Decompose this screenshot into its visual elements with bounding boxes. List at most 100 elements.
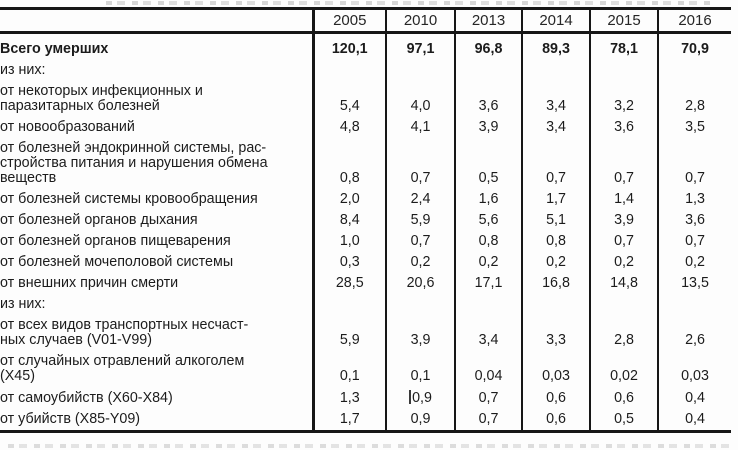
mortality-by-cause-table: 2005 2010 2013 2014 2015 2016 Всего умерших 12… xyxy=(0,7,731,433)
table-row: от самоубийств (X60-X84) 1,3 0,9 0,7 0,6 0,6 0… xyxy=(0,387,731,409)
row-label: от внешних причин смерти xyxy=(0,275,179,291)
value-cell: 1,0 xyxy=(311,231,386,252)
value-cell: 0,1 xyxy=(311,351,386,387)
row-label: от убийств (X85-Y09) xyxy=(0,409,313,433)
value-cell: 3,6 xyxy=(657,210,731,231)
value-cell: 96,8 xyxy=(454,32,522,60)
table-row: от новообразований 4,8 4,1 3,9 3,4 3,6 3,5 xyxy=(0,117,731,138)
value-cell: 1,3 xyxy=(311,387,386,409)
value-cell xyxy=(521,60,590,81)
value-cell: 0,2 xyxy=(521,252,590,273)
value-cell: 0,8 xyxy=(454,231,522,252)
value-cell: 0,7 xyxy=(589,138,658,189)
value-cell: 120,1 xyxy=(311,32,386,60)
value-cell: 0,2 xyxy=(657,252,731,273)
value-cell xyxy=(657,60,731,81)
value-cell: 14,8 xyxy=(589,273,658,294)
table-row: из них: xyxy=(0,294,731,315)
value-cell: 3,6 xyxy=(589,117,658,138)
value-cell: 0,2 xyxy=(454,252,522,273)
year-header-row: 2005 2010 2013 2014 2015 2016 xyxy=(0,7,731,34)
value-cell: 70,9 xyxy=(657,32,731,60)
value-cell: 3,3 xyxy=(521,315,590,351)
value-cell xyxy=(521,294,590,315)
table-row: от болезней системы кровообращения 2,0 2,4… xyxy=(0,189,731,210)
cropped-text-artifact-top xyxy=(106,1,712,5)
row-label: от болезней системы кровообращения xyxy=(0,191,258,207)
table-row: от внешних причин смерти 28,5 20,6 17,1 16,8… xyxy=(0,273,731,294)
value-cell: 0,7 xyxy=(454,409,522,433)
value-cell: 0,2 xyxy=(589,252,658,273)
value-cell: 0,3 xyxy=(311,252,386,273)
value-cell: 1,3 xyxy=(657,189,731,210)
value-cell: 5,6 xyxy=(454,210,522,231)
value-cell: 0,9 xyxy=(385,409,455,433)
value-cell: 28,5 xyxy=(311,273,386,294)
row-label: из них: xyxy=(0,62,46,78)
value-cell: 5,9 xyxy=(311,315,386,351)
row-label: из них: xyxy=(0,296,46,312)
value-cell: 0,5 xyxy=(589,409,658,433)
year-column-header: 2013 xyxy=(454,7,522,34)
row-label: от самоубийств (X60-X84) xyxy=(0,390,173,406)
table-row: от болезней мочеполовой системы 0,3 0,2 0,2… xyxy=(0,252,731,273)
value-cell: 89,3 xyxy=(521,32,590,60)
value-cell: 97,1 xyxy=(385,32,455,60)
value-cell: 0,04 xyxy=(454,351,522,387)
row-label: от болезней мочеполовой системы xyxy=(0,254,234,270)
row-label: от болезней органов дыхания xyxy=(0,212,198,228)
row-label: Всего умерших xyxy=(0,41,109,57)
value-cell: 5,1 xyxy=(521,210,590,231)
value-cell: 16,8 xyxy=(521,273,590,294)
year-column-header: 2015 xyxy=(589,7,658,34)
value-cell: 1,4 xyxy=(589,189,658,210)
row-label: от новообразований xyxy=(0,119,135,135)
table-body: Всего умерших 120,1 97,1 96,8 89,3 78,1 70,9 из… xyxy=(0,32,731,433)
value-cell: 2,8 xyxy=(589,315,658,351)
value-cell: 0,8 xyxy=(521,231,590,252)
value-cell: 0,6 xyxy=(589,387,658,409)
value-cell: 0,7 xyxy=(385,231,455,252)
cropped-text-artifact-bottom xyxy=(8,444,734,448)
value-cell: 4,8 xyxy=(311,117,386,138)
value-cell: 4,0 xyxy=(385,81,455,117)
value-cell xyxy=(385,294,455,315)
value-cell: 0,7 xyxy=(385,138,455,189)
value-cell: 0,1 xyxy=(385,351,455,387)
value-cell: 4,1 xyxy=(385,117,455,138)
value-cell xyxy=(311,60,386,81)
table-row: Всего умерших 120,1 97,1 96,8 89,3 78,1 70,9 xyxy=(0,32,731,60)
table-header: 2005 2010 2013 2014 2015 2016 xyxy=(0,7,731,34)
value-cell: 0,6 xyxy=(521,387,590,409)
table-row: от болезней органов дыхания 8,4 5,9 5,6 5,1 3… xyxy=(0,210,731,231)
value-cell: 0,03 xyxy=(521,351,590,387)
value-cell: 2,0 xyxy=(311,189,386,210)
value-cell: 0,6 xyxy=(521,409,590,433)
value-cell xyxy=(454,294,522,315)
row-label: от всех видов транспортных несчаст- ных … xyxy=(0,317,249,348)
value-cell: 78,1 xyxy=(589,32,658,60)
year-column-header: 2014 xyxy=(521,7,590,34)
value-cell: 3,9 xyxy=(589,210,658,231)
year-column-header: 2016 xyxy=(657,7,731,34)
table-row: из них: xyxy=(0,60,731,81)
year-column-header: 2005 xyxy=(311,7,386,34)
value-cell xyxy=(454,60,522,81)
value-cell: 0,7 xyxy=(657,138,731,189)
value-cell: 3,4 xyxy=(454,315,522,351)
value-cell: 0,8 xyxy=(311,138,386,189)
value-cell: 5,9 xyxy=(385,210,455,231)
value-cell: 1,6 xyxy=(454,189,522,210)
value-cell: 0,7 xyxy=(454,387,522,409)
value-cell xyxy=(589,60,658,81)
value-cell: 0,5 xyxy=(454,138,522,189)
value-cell: 3,5 xyxy=(657,117,731,138)
value-cell: 0,4 xyxy=(657,387,731,409)
value-cell: 3,4 xyxy=(521,81,590,117)
value-cell: 20,6 xyxy=(385,273,455,294)
value-cell: 8,4 xyxy=(311,210,386,231)
row-label: от болезней эндокринной системы, рас- ст… xyxy=(0,140,268,186)
value-cell: 0,7 xyxy=(657,231,731,252)
value-cell: 0,4 xyxy=(657,409,731,433)
